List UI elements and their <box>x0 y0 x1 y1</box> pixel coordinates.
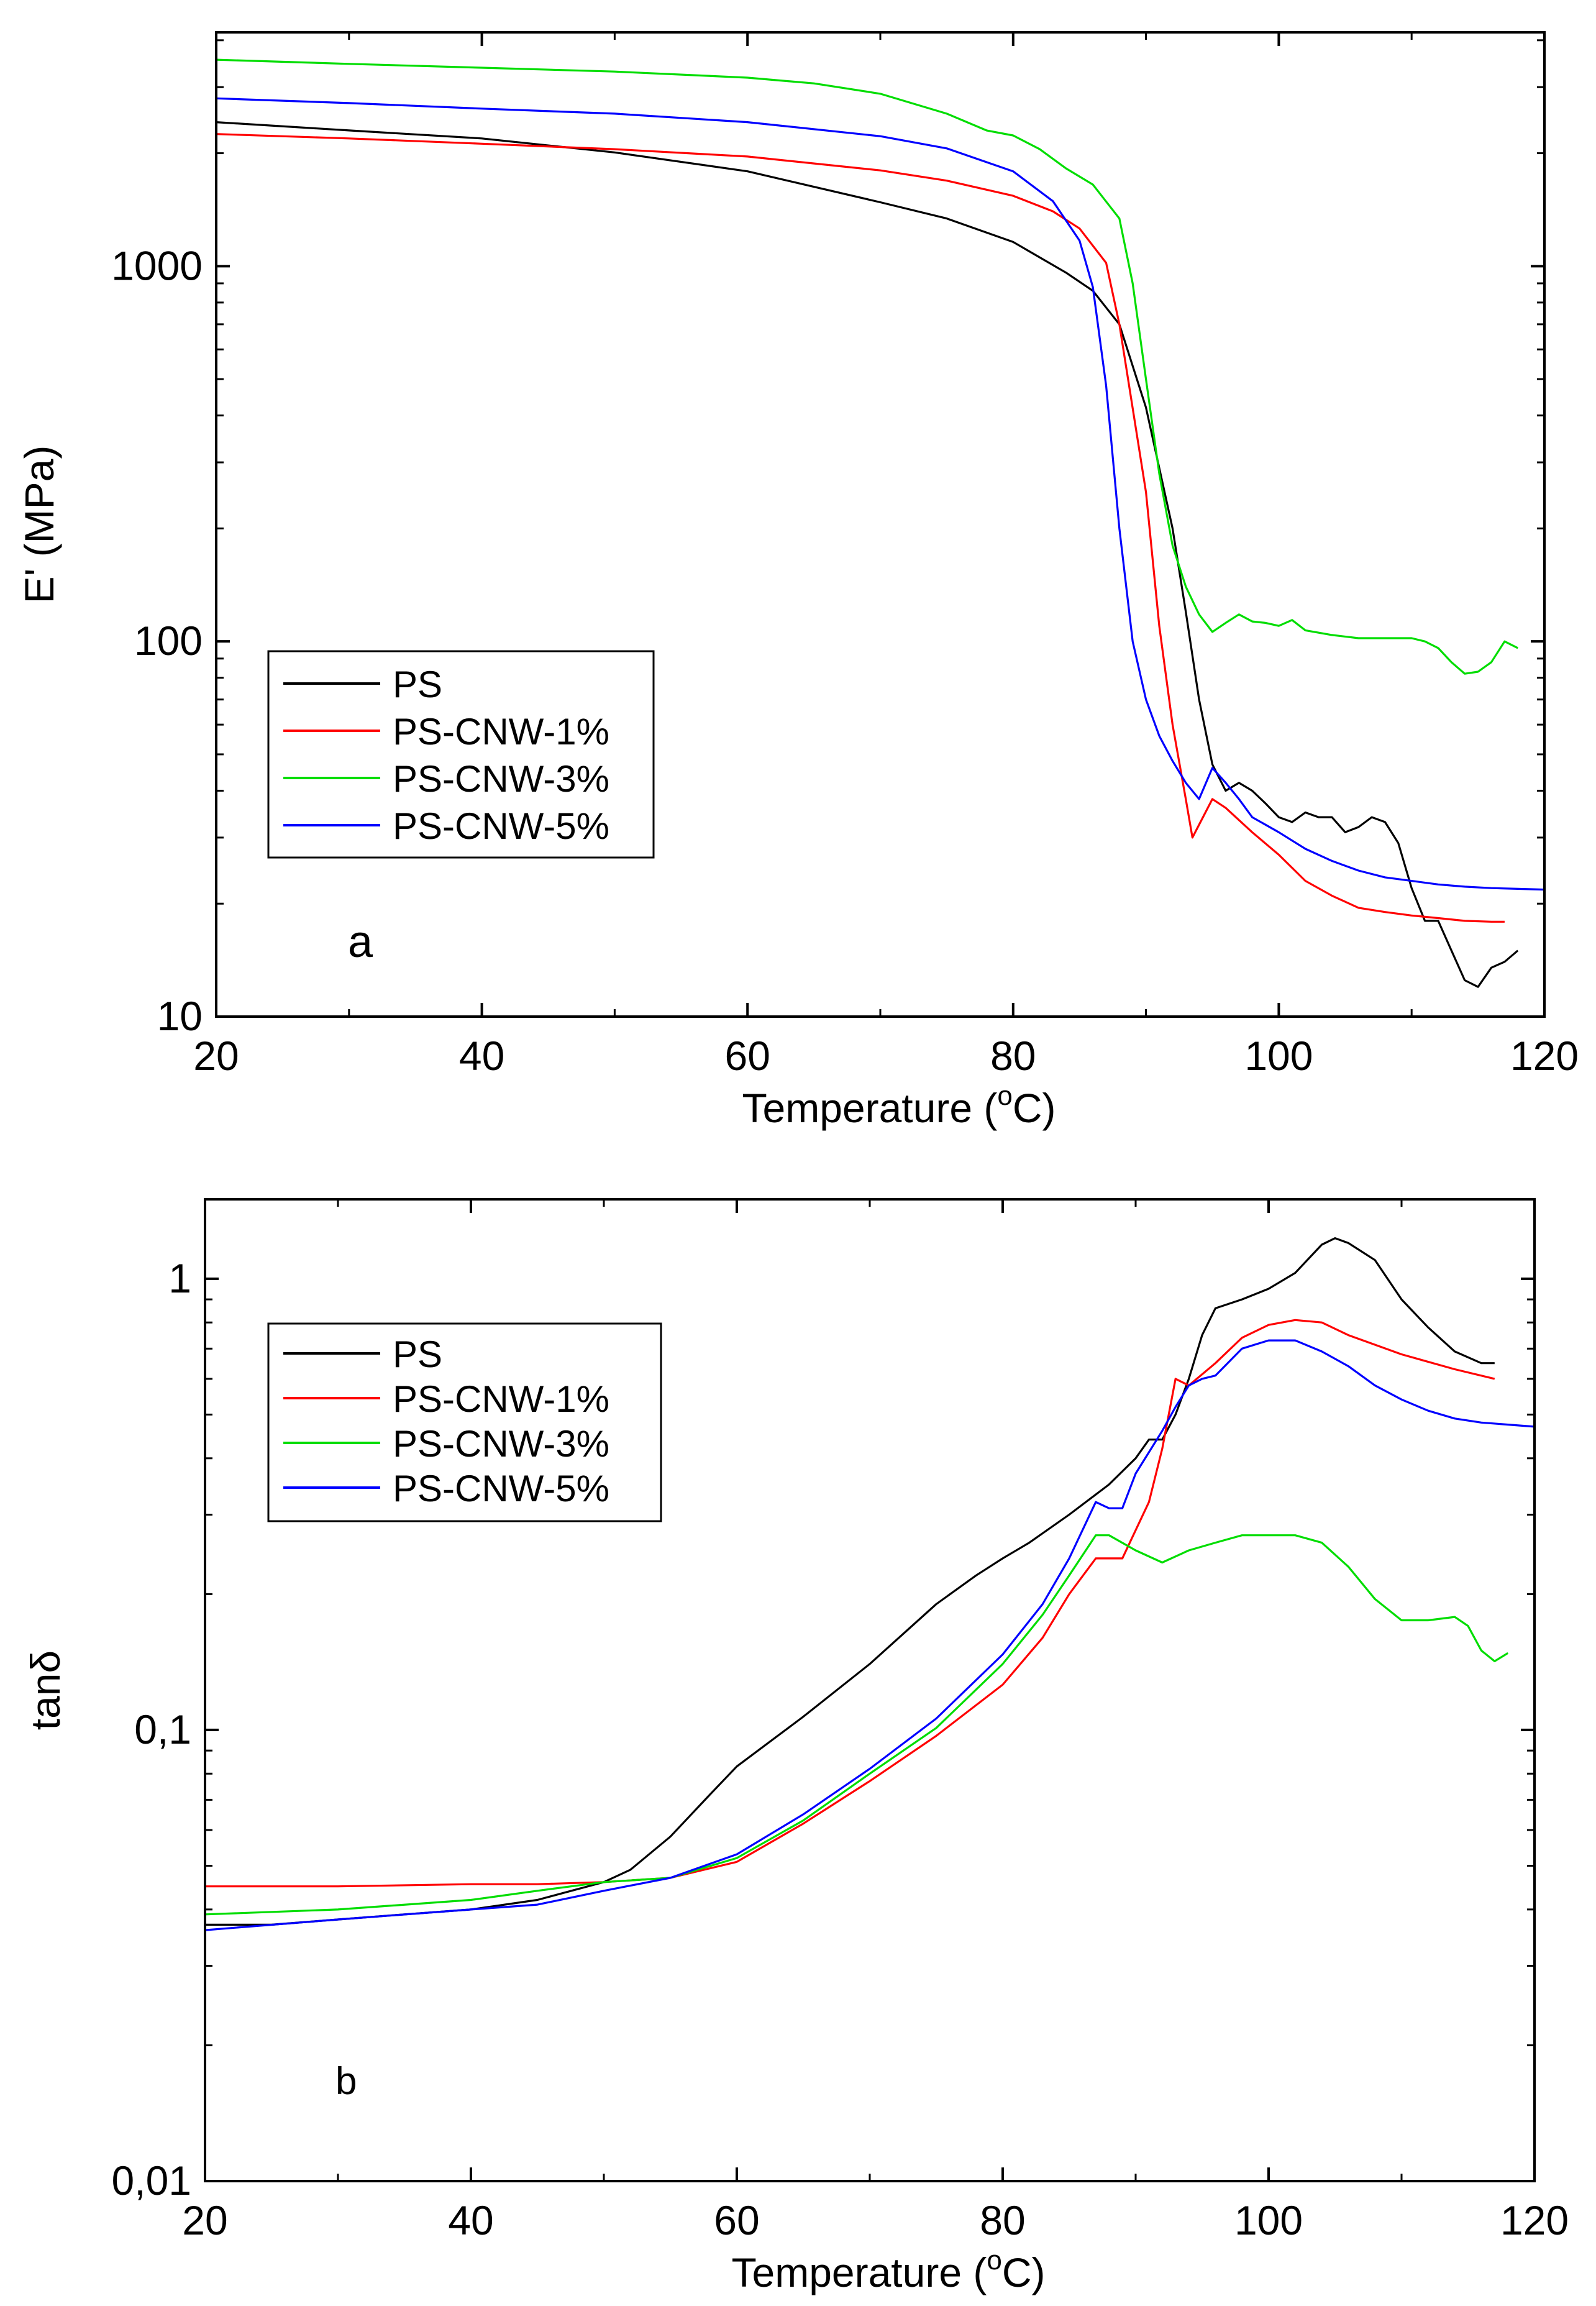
x-tick-label: 80 <box>980 2197 1025 2243</box>
x-tick-label: 40 <box>448 2197 493 2243</box>
series-line-ps-cnw-5 <box>205 1339 1534 1931</box>
y-tick-label: 100 <box>134 618 203 664</box>
series-group <box>216 58 1544 988</box>
x-tick-label: 20 <box>193 1033 239 1079</box>
x-tick-label: 80 <box>990 1033 1036 1079</box>
y-axis-label: tanδ <box>22 1650 68 1731</box>
x-tick-label: 120 <box>1500 2197 1569 2243</box>
legend-label: PS <box>393 664 442 705</box>
series-line-ps <box>205 1237 1495 1926</box>
x-tick-label: 40 <box>459 1033 504 1079</box>
panel-label: a <box>348 917 373 967</box>
x-tick-label: 20 <box>182 2197 227 2243</box>
x-axis-label-sup: o <box>997 1081 1012 1111</box>
x-tick-label: 60 <box>724 1033 770 1079</box>
y-axis-label: E' (MPa) <box>16 446 62 604</box>
legend-label: PS-CNW-3% <box>393 1423 609 1465</box>
y-tick-label: 1 <box>168 1255 191 1301</box>
series-line-ps-cnw-5 <box>216 97 1544 891</box>
x-axis-label-main: Temperature ( <box>742 1085 998 1131</box>
series-line-ps <box>216 121 1519 988</box>
x-tick-label: 120 <box>1510 1033 1579 1079</box>
panel-label: b <box>335 2060 357 2103</box>
chart-a-storage-modulus: 20 40 60 80 100 120 10 100 1000 Temperature (oC) E… <box>16 31 1579 1131</box>
legend-label: PS-CNW-5% <box>393 1468 609 1509</box>
x-axis-label-main: Temperature ( <box>732 2249 987 2295</box>
chart-b-tan-delta: 20 40 60 80 100 120 0,01 0,1 1 Temperature (oC) ta… <box>22 1198 1569 2295</box>
legend-label: PS-CNW-1% <box>393 711 609 753</box>
x-axis-label-sup: o <box>987 2245 1001 2276</box>
y-tick-label: 10 <box>157 993 203 1039</box>
x-tick-label: 100 <box>1244 1033 1313 1079</box>
series-line-ps-cnw-1 <box>216 133 1505 923</box>
legend-label: PS-CNW-3% <box>393 758 609 800</box>
legend-box <box>267 650 655 859</box>
y-tick-label: 0,1 <box>134 1706 191 1752</box>
legend-label: PS <box>393 1334 442 1375</box>
legend: PS PS-CNW-1% PS-CNW-3% PS-CNW-5% <box>267 650 655 859</box>
legend-label: PS-CNW-5% <box>393 805 609 847</box>
series-group <box>205 1237 1534 1931</box>
legend-box <box>267 1322 662 1522</box>
x-axis-label-unit: C) <box>1013 1085 1056 1131</box>
x-axis-label-unit: C) <box>1002 2249 1046 2295</box>
series-line-ps-cnw-3 <box>216 58 1518 675</box>
x-axis-label: Temperature (oC) <box>732 2245 1046 2295</box>
legend-label: PS-CNW-1% <box>393 1378 609 1420</box>
y-tick-label: 1000 <box>111 242 203 288</box>
x-tick-label: 60 <box>714 2197 759 2243</box>
y-tick-label: 0,01 <box>112 2157 191 2203</box>
x-tick-label: 100 <box>1234 2197 1303 2243</box>
x-axis-label: Temperature (oC) <box>742 1081 1056 1131</box>
